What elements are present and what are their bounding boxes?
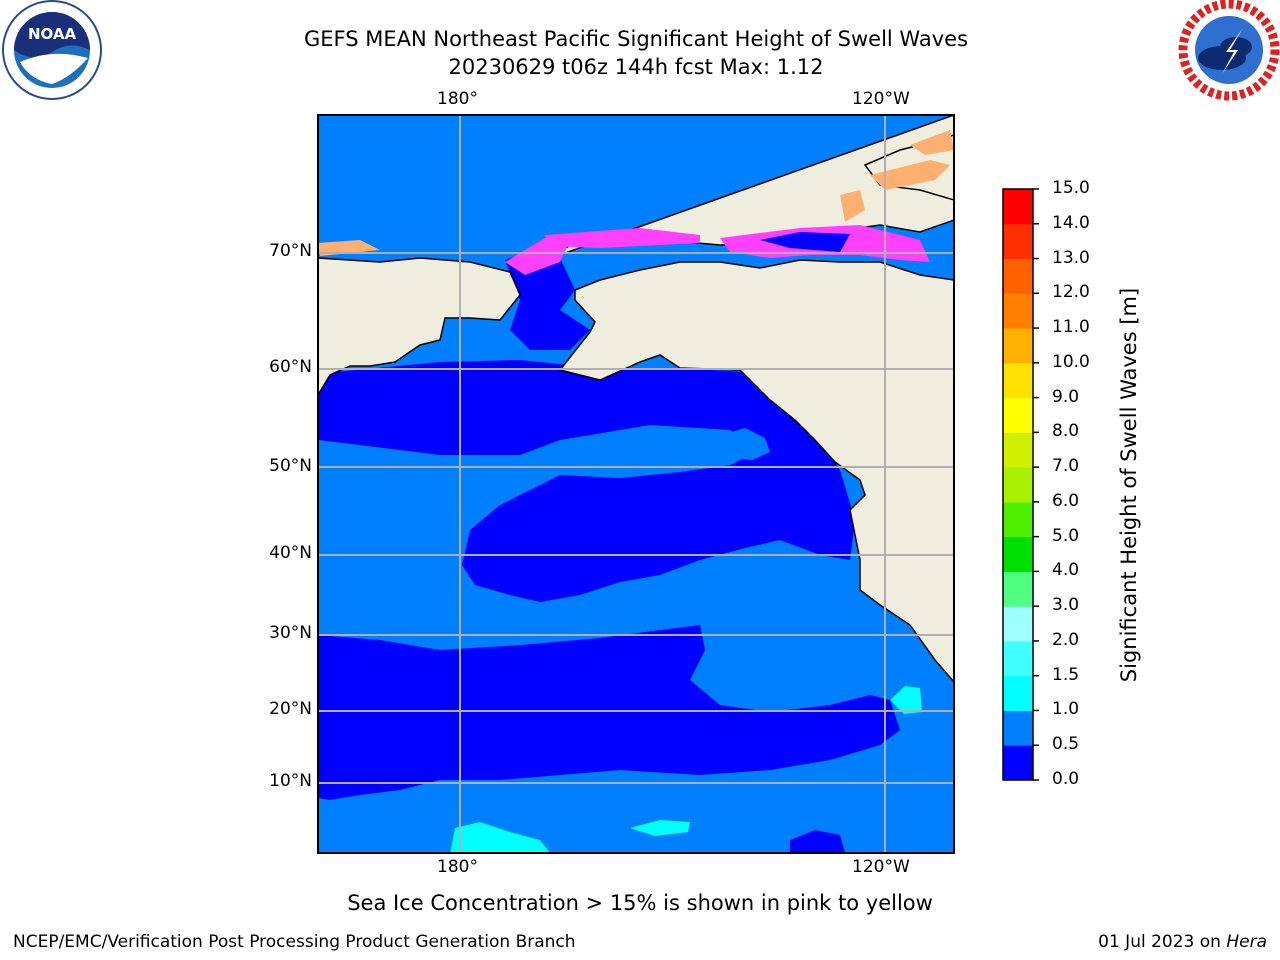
colorbar-tick-label: 13.0	[1052, 247, 1090, 268]
colorbar-swatch	[1003, 745, 1033, 781]
colorbar-tick-label: 2.0	[1052, 629, 1080, 650]
colorbar-swatch	[1003, 258, 1033, 294]
colorbar-tick-label: 4.0	[1052, 560, 1080, 581]
graticule	[318, 115, 954, 853]
colorbar-tick-label: 1.0	[1052, 699, 1080, 720]
chart-subtitle: 20230629 t06z 144h fcst Max: 1.12	[448, 55, 824, 79]
colorbar-swatch	[1003, 362, 1033, 399]
lat-label-70n: 70°N	[269, 241, 312, 261]
colorbar-swatch	[1003, 432, 1033, 468]
lon-label-bottom-120w: 120°W	[852, 857, 910, 877]
colorbar-swatch	[1003, 467, 1033, 503]
colorbar-frame	[1002, 188, 1034, 781]
colorbar-tick-label: 12.0	[1052, 282, 1090, 303]
colorbar-tick-label: 1.5	[1052, 664, 1080, 685]
colorbar-swatch	[1003, 536, 1033, 572]
lat-label-40n: 40°N	[269, 543, 312, 563]
colorbar-swatch	[1003, 501, 1033, 538]
colorbar-tick-label: 6.0	[1052, 490, 1080, 511]
colorbar-swatch	[1003, 328, 1033, 364]
colorbar	[1003, 189, 1033, 781]
colorbar-tick-label: 0.0	[1052, 769, 1080, 789]
noaa-logo: NOAA	[2, 0, 102, 100]
colorbar-tick-label: 3.0	[1052, 595, 1080, 616]
credit-date: 01 Jul 2023 on	[1098, 932, 1227, 952]
colorbar-label: Significant Height of Swell Waves [m]	[1117, 287, 1141, 683]
colorbar-tick-label: 10.0	[1052, 351, 1090, 372]
nws-logo	[1178, 0, 1280, 101]
noaa-logo-text: NOAA	[28, 25, 77, 43]
colorbar-swatch	[1003, 606, 1033, 642]
colorbar-tick-label: 9.0	[1052, 386, 1080, 407]
colorbar-swatch	[1003, 710, 1033, 746]
colorbar-tick-label: 8.0	[1052, 421, 1080, 442]
colorbar-swatch	[1003, 397, 1033, 433]
colorbar-swatch	[1003, 293, 1033, 329]
lat-label-10n: 10°N	[269, 771, 312, 791]
lat-label-20n: 20°N	[269, 699, 312, 719]
lon-label-top-180: 180°	[437, 89, 478, 109]
colorbar-tick-label: 14.0	[1052, 212, 1090, 233]
colorbar-tick-label: 7.0	[1052, 456, 1080, 477]
colorbar-swatch	[1003, 640, 1033, 677]
colorbar-swatch	[1003, 571, 1033, 607]
colorbar-tick-label: 11.0	[1052, 317, 1090, 338]
chart-title: GEFS MEAN Northeast Pacific Significant …	[303, 27, 969, 51]
colorbar-tick-label: 0.5	[1052, 734, 1080, 755]
credit-host: Hera	[1226, 932, 1267, 952]
map-frame	[317, 114, 955, 854]
colorbar-swatch	[1003, 675, 1033, 711]
lat-label-60n: 60°N	[269, 357, 312, 377]
swell-height-field	[318, 115, 954, 853]
credit-right: 01 Jul 2023 on Hera	[1098, 932, 1267, 952]
colorbar-swatch	[1003, 189, 1033, 225]
colorbar-tick-label: 5.0	[1052, 525, 1080, 546]
lon-label-bottom-180: 180°	[437, 857, 478, 877]
sea-ice-note: Sea Ice Concentration > 15% is shown in …	[347, 891, 933, 915]
colorbar-tick-label: 15.0	[1052, 178, 1090, 198]
lon-label-top-120w: 120°W	[852, 89, 910, 109]
colorbar-swatch	[1003, 223, 1033, 260]
lat-label-50n: 50°N	[269, 456, 312, 476]
credit-left: NCEP/EMC/Verification Post Processing Pr…	[13, 932, 576, 952]
lat-label-30n: 30°N	[269, 623, 312, 643]
